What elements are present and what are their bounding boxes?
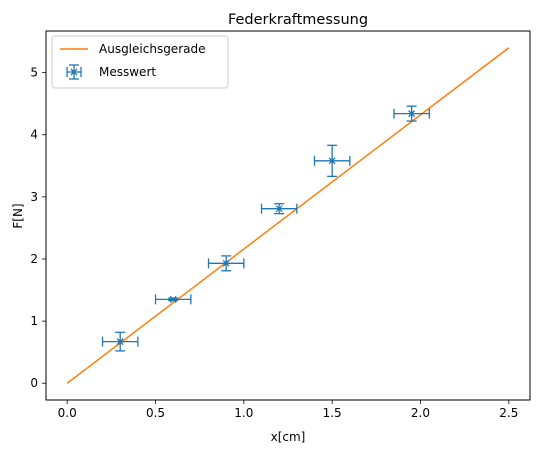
plot-area <box>45 30 531 401</box>
data-point <box>313 144 351 178</box>
x-tick-label: 0.5 <box>146 406 165 420</box>
x-marker <box>275 205 283 213</box>
data-point <box>154 294 192 305</box>
y-axis: 0 1 2 3 4 5 <box>30 66 46 390</box>
x-marker <box>116 338 124 346</box>
legend: Ausgleichsgerade Messwert <box>51 35 229 89</box>
legend-label-points: Messwert <box>99 65 156 79</box>
x-marker <box>328 157 336 165</box>
legend-label-line: Ausgleichsgerade <box>99 42 205 56</box>
y-tick-label: 4 <box>30 128 38 142</box>
y-axis-label: F[N] <box>11 203 25 228</box>
x-tick-label: 2.5 <box>499 406 518 420</box>
data-point <box>260 203 298 215</box>
series-layer <box>66 47 510 384</box>
x-axis: 0.0 0.5 1.0 1.5 2.0 2.5 <box>58 400 518 420</box>
x-tick-label: 0.0 <box>58 406 77 420</box>
x-tick-label: 1.0 <box>234 406 253 420</box>
plot-frame <box>45 30 531 401</box>
chart-title: Federkraftmessung <box>228 12 368 28</box>
y-tick-label: 2 <box>30 252 38 266</box>
x-tick-label: 1.5 <box>323 406 342 420</box>
x-axis-label: x[cm] <box>271 430 306 444</box>
legend-box <box>51 35 229 89</box>
x-marker <box>169 295 177 303</box>
data-point <box>101 331 139 352</box>
x-marker <box>222 259 230 267</box>
legend-errorbar-swatch <box>66 64 82 80</box>
data-point <box>393 105 430 122</box>
data-point <box>207 255 245 272</box>
y-tick-label: 1 <box>30 314 38 328</box>
y-tick-label: 0 <box>30 376 38 390</box>
x-tick-label: 2.0 <box>411 406 430 420</box>
fit-line <box>66 47 510 384</box>
x-marker <box>408 110 416 118</box>
y-tick-label: 3 <box>30 190 38 204</box>
y-tick-label: 5 <box>30 66 38 80</box>
